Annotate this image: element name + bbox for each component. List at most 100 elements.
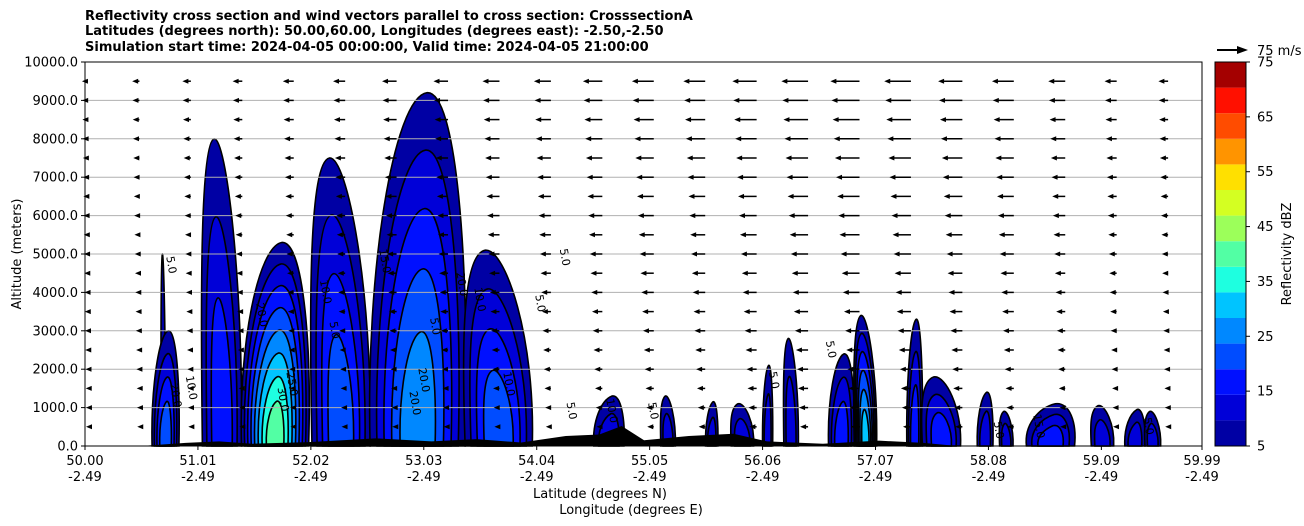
wind-vector-head: [953, 385, 960, 391]
terrain-profile: [140, 426, 958, 446]
wind-vector-head: [239, 424, 246, 430]
chart-title-line-2: Latitudes (degrees north): 50.00,60.00, …: [85, 24, 664, 39]
contour-label: 5.0: [991, 420, 1007, 439]
wind-vector-head: [902, 424, 909, 430]
wind-vector-head: [187, 405, 194, 411]
wind-vector-head: [236, 270, 243, 276]
wind-vector-head: [132, 78, 139, 84]
reflectivity-cell: [462, 249, 534, 447]
colorbar-segment: [1215, 164, 1246, 190]
wind-vector-head: [793, 309, 800, 315]
wind-vector-head: [488, 251, 495, 257]
wind-vector-head: [695, 347, 702, 353]
contour-label: 15.0: [376, 248, 393, 274]
wind-vector-head: [136, 366, 143, 372]
wind-vector-head: [483, 117, 490, 123]
wind-vector-head: [289, 366, 296, 372]
wind-vector-head: [1055, 289, 1062, 295]
wind-vector-head: [943, 193, 950, 199]
wind-vector-head: [1158, 97, 1165, 103]
colorbar-segment: [1215, 215, 1246, 242]
wind-vector-head: [786, 174, 793, 180]
reflectivity-cell: [368, 91, 467, 447]
wind-vector-head: [1105, 117, 1112, 123]
wind-vector-head: [946, 251, 953, 257]
wind-vector-head: [898, 347, 905, 353]
wind-vector-head: [800, 424, 807, 430]
y-axis: 0.0 1000.0 2000.0 3000.0 4000.0 5000.0 6000.0 7…: [24, 56, 85, 455]
wind-vector-head: [691, 251, 698, 257]
wind-vector-head: [685, 117, 692, 123]
wind-vector-head: [642, 328, 649, 334]
wind-vector-head: [787, 193, 794, 199]
wind-vector-head: [593, 347, 600, 353]
wind-vector-head: [533, 78, 540, 84]
x-tick-label-lon: -2.49: [407, 470, 441, 485]
x-axis-label-longitude: Longitude (degrees E): [559, 503, 703, 518]
colorbar-segment: [1215, 241, 1246, 267]
wind-vector-head: [492, 366, 499, 372]
wind-vector-head: [83, 232, 90, 238]
wind-vector-head: [846, 347, 853, 353]
reflectivity-cell: [309, 157, 372, 447]
wind-vector-head: [690, 232, 697, 238]
wind-vector-head: [1160, 193, 1167, 199]
wind-vector-head: [387, 251, 394, 257]
wind-vector-head: [633, 117, 640, 123]
wind-vector-head: [591, 289, 598, 295]
wind-vector-head: [745, 347, 752, 353]
wind-vector-head: [85, 366, 92, 372]
wind-vector-head: [782, 97, 789, 103]
wind-vector-head: [891, 213, 898, 219]
wind-vector-head: [535, 136, 542, 142]
wind-vector-head: [338, 289, 345, 295]
wind-vector-head: [283, 97, 290, 103]
wind-vector-head: [187, 385, 194, 391]
reflectivity-cell: [976, 391, 994, 447]
wind-vector-head: [951, 347, 958, 353]
colorbar-segment: [1215, 138, 1246, 165]
wind-vector-head: [1164, 385, 1171, 391]
wind-vector-head: [186, 328, 193, 334]
x-axis: 50.00-2.4951.01-2.4952.02-2.4953.03-2.49…: [66, 446, 1221, 485]
wind-vector-head: [334, 155, 341, 161]
wind-vector-head: [1108, 251, 1115, 257]
wind-vector-head: [884, 78, 891, 84]
wind-vector-head: [795, 347, 802, 353]
colorbar-frame: [1214, 61, 1247, 447]
wind-vector-head: [1164, 405, 1171, 411]
colorbar-label: Reflectivity dBZ: [1280, 203, 1295, 306]
wind-vector-head: [1162, 309, 1169, 315]
wind-vector-head: [490, 309, 497, 315]
wind-vector-head: [187, 366, 194, 372]
wind-vector-head: [1163, 347, 1170, 353]
wind-vector-head: [896, 309, 903, 315]
wind-vector-head: [86, 424, 92, 430]
y-tick-label: 2000.0: [33, 363, 79, 378]
wind-vector-head: [434, 117, 441, 123]
wind-vector-head: [941, 155, 948, 161]
x-tick-label-lon: -2.49: [859, 470, 893, 485]
wind-vector-head: [1161, 251, 1168, 257]
wind-vector-head: [638, 232, 645, 238]
contour-band: [1093, 419, 1111, 447]
wind-vector-head: [740, 251, 747, 257]
wind-vector-head: [1108, 232, 1115, 238]
wind-vector-head: [186, 309, 193, 315]
wind-vector-head: [234, 155, 241, 161]
wind-vector-head: [186, 289, 193, 295]
wind-vector-head: [438, 232, 445, 238]
colorbar-segment: [1215, 420, 1246, 446]
x-tick-label-lon: -2.49: [746, 470, 780, 485]
reflectivity-cell: [1025, 402, 1076, 447]
wind-vector-head: [338, 309, 345, 315]
wind-vector-head: [838, 213, 845, 219]
wind-vector-head: [443, 405, 450, 411]
wind-vector-head: [1159, 136, 1166, 142]
contour-band: [158, 400, 173, 447]
wind-vector-head: [383, 136, 390, 142]
wind-vector-head: [830, 78, 837, 84]
wind-vector-head: [333, 117, 340, 123]
contour-band: [763, 393, 772, 447]
wind-vector-head: [742, 289, 749, 295]
